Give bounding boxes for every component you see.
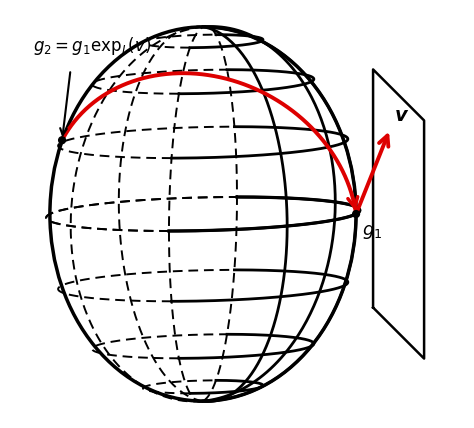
Circle shape bbox=[353, 211, 359, 217]
Polygon shape bbox=[373, 69, 424, 359]
Text: $\boldsymbol{v}$: $\boldsymbol{v}$ bbox=[394, 107, 410, 125]
Circle shape bbox=[59, 137, 65, 144]
Text: $g_1$: $g_1$ bbox=[363, 223, 383, 241]
Text: $g_2 = g_1 \exp_I(v)$: $g_2 = g_1 \exp_I(v)$ bbox=[33, 36, 151, 57]
